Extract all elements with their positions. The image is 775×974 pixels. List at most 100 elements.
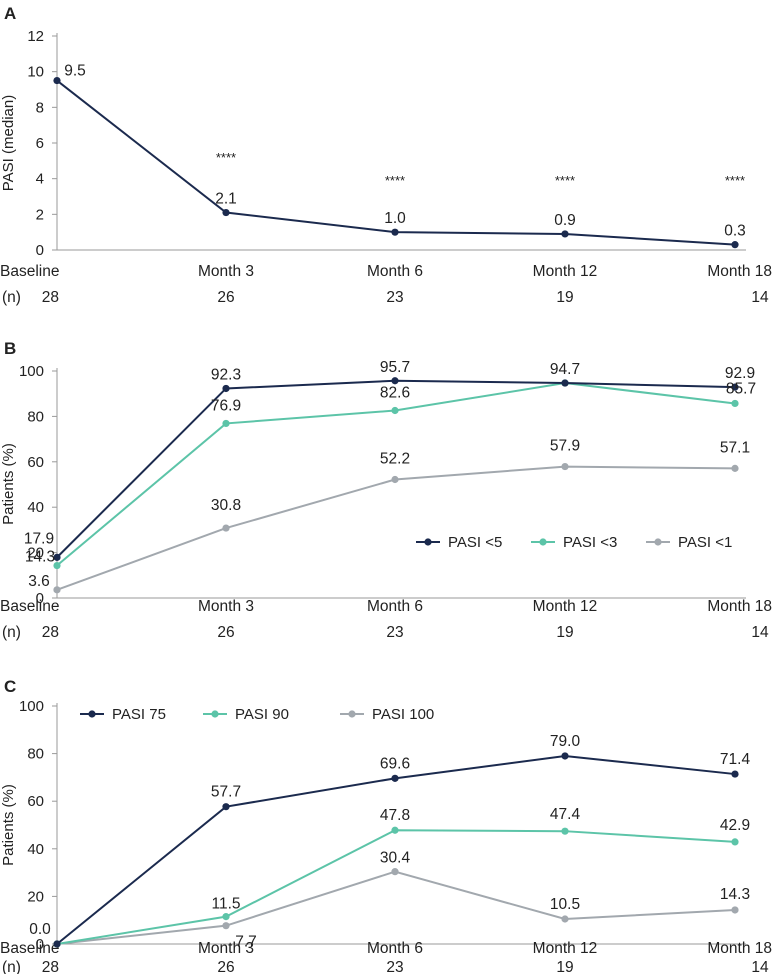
data-label: 94.7 [550,361,580,378]
data-label: 57.9 [550,438,580,455]
data-label: 14.3 [25,549,55,566]
legend-entry-label: PASI 100 [372,706,434,723]
data-point [53,586,61,594]
data-point [222,419,230,428]
data-label: 57.1 [720,439,750,456]
data-point [222,524,230,532]
significance-marker: **** [216,150,236,165]
n-count-label: 14 [751,959,769,974]
data-label: 10.5 [550,896,580,913]
n-count-label: 14 [751,289,769,306]
n-count-label: 26 [217,289,234,306]
legend-swatch-marker [211,710,219,718]
x-category-label: Month 3 [198,598,254,615]
data-label: 47.4 [550,806,581,823]
data-point [222,913,230,921]
panel-letter: C [4,677,16,696]
n-count-label: 28 [42,289,59,306]
data-point [391,377,399,385]
data-point [561,752,569,760]
data-label: 79.0 [550,733,581,750]
y-tick-label: 4 [36,171,44,188]
legend-swatch-marker [424,538,432,546]
y-axis-label: Patients (%) [0,443,17,525]
data-point [222,208,230,217]
x-category-label: Month 3 [198,263,254,280]
n-count-label: 23 [386,624,403,641]
legend-entry-label: PASI <1 [678,534,732,551]
significance-marker: **** [555,173,575,188]
legend-swatch-marker [654,538,662,546]
n-count-label: 23 [386,289,403,306]
data-point [561,379,569,387]
data-point [53,76,61,85]
data-label: 17.9 [24,530,54,547]
data-label: 30.4 [380,850,411,867]
x-category-label: Month 12 [533,263,598,280]
y-tick-label: 0 [36,242,44,259]
x-category-label: Month 3 [198,940,254,957]
y-tick-label: 0 [36,936,44,953]
data-point [391,774,399,782]
significance-marker: **** [385,173,405,188]
x-category-label: Month 18 [707,263,772,280]
data-label: 95.7 [380,359,410,376]
n-count-label: 19 [556,624,573,641]
y-axis-label: PASI (median) [0,95,17,191]
significance-marker: **** [725,173,745,188]
y-tick-label: 12 [27,28,44,45]
data-label: 0.9 [554,212,576,229]
n-row-label: (n) [2,289,21,306]
data-label: 1.0 [384,210,406,227]
data-label: 2.1 [215,191,237,208]
y-tick-label: 20 [27,545,44,562]
y-tick-label: 60 [27,454,44,471]
data-label: 3.6 [28,573,50,590]
y-tick-label: 80 [27,746,44,763]
n-count-label: 19 [556,959,573,974]
x-category-label: Month 6 [367,940,423,957]
x-category-label: Month 12 [533,940,598,957]
data-label: 11.5 [211,896,240,913]
data-label: 76.9 [211,397,241,414]
data-point [731,838,739,846]
n-count-label: 28 [42,624,59,641]
data-label: 92.9 [725,365,755,382]
n-count-label: 26 [217,624,234,641]
data-point [222,384,230,393]
x-category-label: Baseline [0,263,59,280]
data-point [222,922,230,930]
legend-entry-label: PASI <5 [448,534,502,551]
n-count-label: 19 [556,289,573,306]
y-tick-label: 10 [27,64,44,81]
data-point [391,868,399,876]
legend: PASI 75 PASI 90 PASI 100 [80,706,434,723]
data-label: 85.7 [726,380,756,397]
data-point [561,915,569,923]
n-row-label: (n) [2,959,21,974]
data-label: 30.8 [211,497,241,514]
data-point [53,940,61,948]
x-category-label: Month 6 [367,598,423,615]
data-point [391,826,399,834]
data-point [731,383,739,391]
data-point [731,464,739,472]
y-axis-label: Patients (%) [0,784,17,866]
data-point [731,399,739,408]
data-label: 9.5 [64,63,86,80]
n-count-label: 28 [42,959,59,974]
chart-panel-c: C 0 20 40 60 80 100 Patients (%) Baseline Month 3… [0,677,772,974]
data-point [731,906,739,914]
data-point [731,241,739,249]
x-category-label: Month 6 [367,263,423,280]
x-category-label: Month 18 [707,940,772,957]
legend-swatch-marker [539,538,547,546]
n-count-label: 26 [217,959,234,974]
data-label: 0.0 [29,921,51,938]
y-tick-label: 6 [36,135,44,152]
legend-swatch-marker [348,710,356,718]
legend: PASI <5 PASI <3 PASI <1 [416,534,732,551]
data-label: 47.8 [380,807,410,824]
data-point [53,561,61,570]
panel-letter: A [4,4,16,23]
